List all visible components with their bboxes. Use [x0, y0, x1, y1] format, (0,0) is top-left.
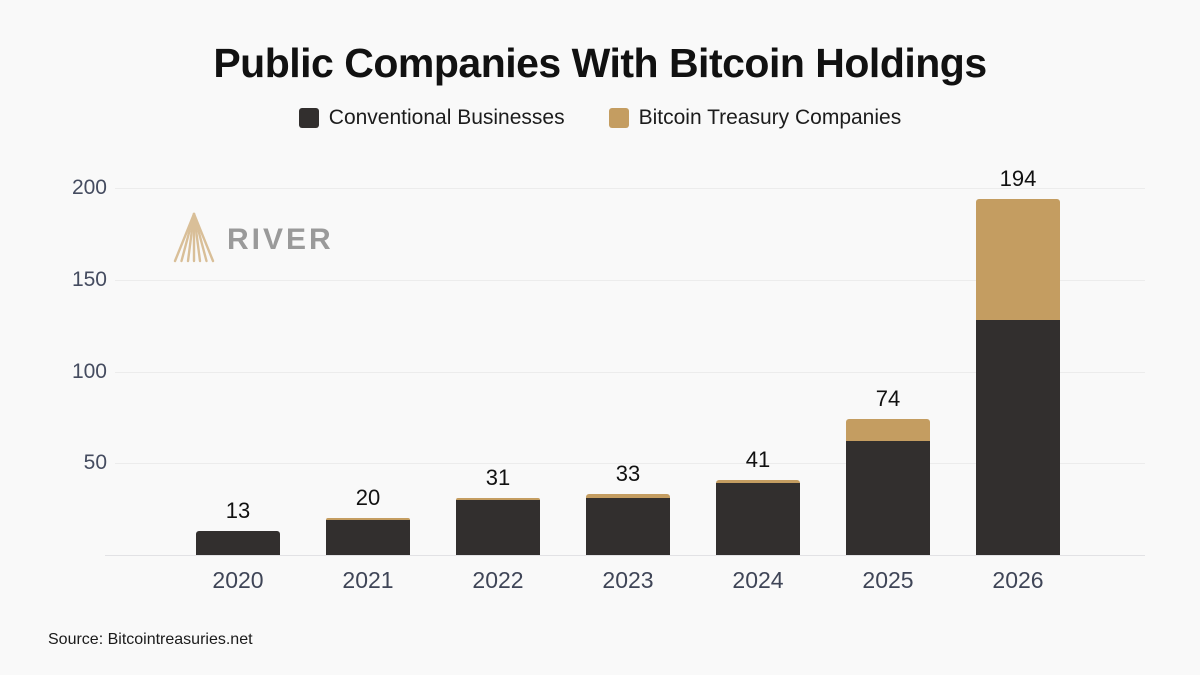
- legend-item-conventional: Conventional Businesses: [298, 106, 565, 130]
- x-tick-label-2025: 2025: [862, 567, 914, 593]
- bar-conventional-2021: [326, 520, 410, 555]
- gridline-100: [115, 371, 1145, 373]
- river-delta-icon: [172, 211, 216, 268]
- y-tick-label-150: 150: [71, 267, 107, 291]
- value-label-2024: 41: [745, 446, 771, 472]
- x-axis-line: [105, 555, 1145, 556]
- gridline-50: [115, 463, 1145, 465]
- source-note: Source: Bitcointreasuries.net: [48, 631, 253, 648]
- bar-conventional-2023: [586, 498, 670, 555]
- bar-treasury-2021: [326, 518, 410, 521]
- river-wordmark: RIVER: [227, 222, 334, 256]
- river-watermark: RIVER: [172, 211, 334, 268]
- bar-conventional-2024: [716, 483, 800, 555]
- y-tick-label-100: 100: [71, 359, 107, 383]
- value-label-2021: 20: [355, 485, 381, 511]
- value-label-2022: 31: [485, 465, 511, 491]
- bar-conventional-2022: [456, 499, 540, 555]
- value-label-2020: 13: [225, 498, 251, 524]
- x-tick-label-2021: 2021: [342, 567, 394, 593]
- y-tick-label-200: 200: [71, 176, 107, 199]
- legend-item-treasury: Bitcoin Treasury Companies: [608, 106, 902, 130]
- bar-conventional-2026: [976, 320, 1060, 555]
- bar-treasury-2025: [846, 419, 930, 442]
- bar-conventional-2020: [196, 531, 280, 555]
- bar-treasury-2024: [716, 479, 800, 484]
- conventional-swatch-icon: [298, 108, 319, 128]
- value-label-2025: 74: [875, 386, 901, 412]
- gridline-150: [115, 279, 1145, 281]
- value-label-2026: 194: [999, 166, 1037, 192]
- y-tick-label-50: 50: [83, 451, 107, 475]
- bar-treasury-2026: [976, 199, 1060, 321]
- x-tick-label-2020: 2020: [212, 567, 264, 593]
- gridline-200: [115, 188, 1145, 189]
- treasury-swatch-icon: [608, 108, 629, 128]
- value-label-2023: 33: [615, 461, 641, 487]
- x-tick-label-2023: 2023: [602, 567, 654, 593]
- bar-treasury-2022: [456, 498, 540, 500]
- x-tick-label-2024: 2024: [732, 567, 784, 593]
- legend-label-treasury: Bitcoin Treasury Companies: [638, 106, 902, 129]
- legend-label-conventional: Conventional Businesses: [328, 106, 565, 129]
- bar-treasury-2023: [586, 494, 670, 499]
- legend: Conventional Businesses Bitcoin Treasury…: [0, 106, 1200, 130]
- x-tick-label-2026: 2026: [992, 567, 1044, 593]
- bar-conventional-2025: [846, 441, 930, 555]
- x-tick-label-2022: 2022: [472, 567, 524, 593]
- chart-title: Public Companies With Bitcoin Holdings: [213, 40, 987, 86]
